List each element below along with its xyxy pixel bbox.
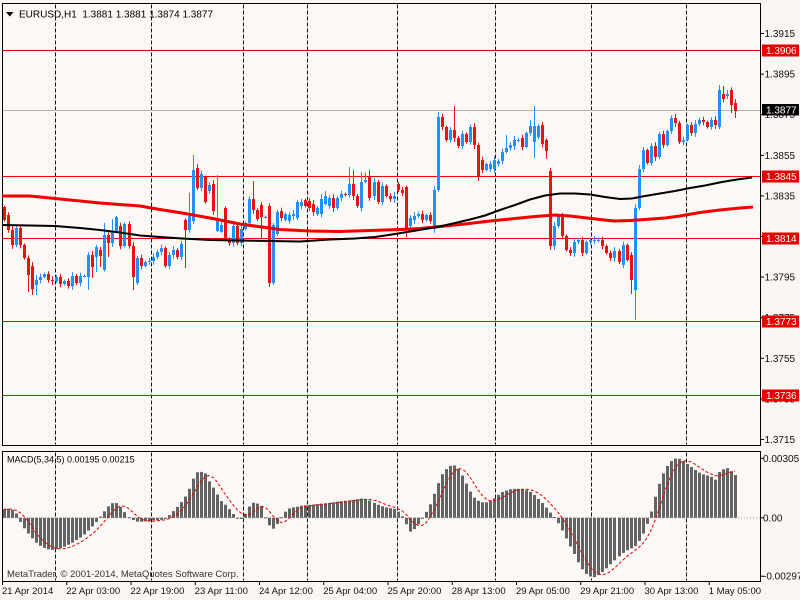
svg-text:1.3715: 1.3715: [765, 435, 796, 446]
svg-text:0.00: 0.00: [763, 513, 783, 524]
svg-text:1.3814: 1.3814: [766, 234, 797, 245]
svg-text:1.3906: 1.3906: [766, 46, 797, 57]
svg-text:EURUSD,H1 1.3881 1.3881 1.387: EURUSD,H1 1.3881 1.3881 1.3874 1.3877: [19, 10, 213, 21]
svg-text:1.3755: 1.3755: [765, 354, 796, 365]
svg-text:1.3845: 1.3845: [766, 172, 797, 183]
svg-text:1.3895: 1.3895: [765, 70, 796, 81]
svg-text:1.3736: 1.3736: [766, 391, 797, 402]
svg-text:30 Apr 13:00: 30 Apr 13:00: [645, 586, 699, 597]
svg-text:22 Apr 19:00: 22 Apr 19:00: [131, 586, 185, 597]
svg-text:21 Apr 2014: 21 Apr 2014: [2, 586, 53, 597]
svg-text:22 Apr 03:00: 22 Apr 03:00: [66, 586, 120, 597]
svg-text:MACD(5,34,5) 0.00195 0.00215: MACD(5,34,5) 0.00195 0.00215: [7, 455, 135, 465]
svg-text:-0.00297: -0.00297: [763, 572, 800, 583]
svg-text:29 Apr 05:00: 29 Apr 05:00: [516, 586, 570, 597]
svg-text:25 Apr 04:00: 25 Apr 04:00: [323, 586, 377, 597]
svg-text:29 Apr 21:00: 29 Apr 21:00: [580, 586, 634, 597]
svg-text:1 May 05:00: 1 May 05:00: [709, 586, 761, 597]
svg-text:23 Apr 11:00: 23 Apr 11:00: [195, 586, 248, 597]
svg-text:25 Apr 20:00: 25 Apr 20:00: [388, 586, 442, 597]
svg-text:MetaTrader, © 2001-2014, MetaQ: MetaTrader, © 2001-2014, MetaQuotes Soft…: [7, 569, 239, 580]
svg-text:24 Apr 12:00: 24 Apr 12:00: [259, 586, 313, 597]
svg-text:0.00305: 0.00305: [763, 454, 800, 465]
svg-text:1.3855: 1.3855: [765, 151, 796, 162]
svg-text:28 Apr 13:00: 28 Apr 13:00: [452, 586, 506, 597]
svg-text:1.3835: 1.3835: [765, 191, 796, 202]
svg-text:1.3875: 1.3875: [765, 110, 796, 121]
svg-text:1.3877: 1.3877: [766, 106, 797, 117]
svg-text:1.3915: 1.3915: [765, 29, 796, 40]
svg-text:1.3795: 1.3795: [765, 273, 796, 284]
svg-text:1.3773: 1.3773: [766, 317, 797, 328]
